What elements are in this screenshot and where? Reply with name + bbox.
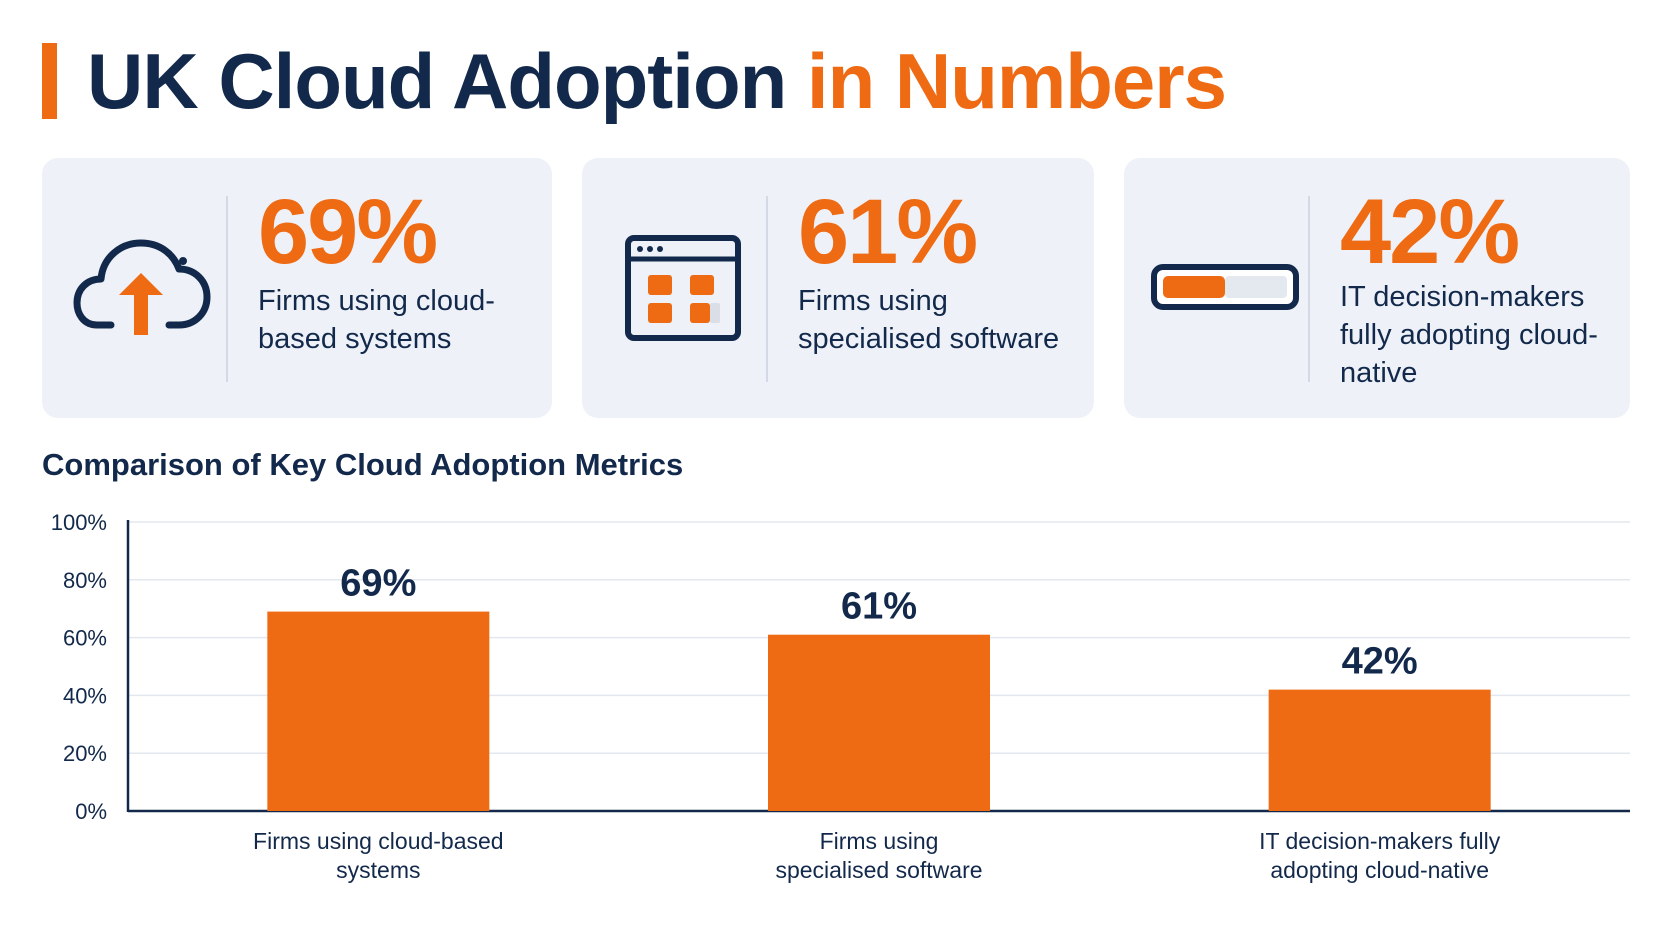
stat-description: IT decision-makers fully adopting cloud-… bbox=[1340, 281, 1598, 389]
cloud-upload-icon bbox=[68, 198, 218, 378]
progress-bar-icon bbox=[1150, 198, 1300, 378]
bar bbox=[267, 611, 490, 811]
y-tick-label: 20% bbox=[63, 741, 107, 766]
card-divider bbox=[766, 196, 768, 382]
title-accent: in Numbers bbox=[806, 37, 1227, 125]
bar bbox=[1268, 689, 1491, 811]
software-window-icon bbox=[608, 198, 758, 378]
bar bbox=[768, 634, 990, 811]
title-main: UK Cloud Adoption bbox=[87, 37, 787, 125]
x-category-label: IT decision-makers fully adopting cloud-n… bbox=[1259, 828, 1501, 883]
data-label: 42% bbox=[1342, 641, 1418, 683]
x-category-label: Firms using cloud-based systems bbox=[253, 828, 504, 883]
y-tick-label: 60% bbox=[63, 626, 107, 651]
stat-card-cloud: 69% Firms using cloud-based systems bbox=[42, 158, 552, 418]
y-tick-label: 0% bbox=[75, 799, 107, 824]
stat-description: Firms using specialised software bbox=[798, 285, 1060, 355]
chart-title: Comparison of Key Cloud Adoption Metrics bbox=[42, 447, 684, 482]
data-label: 61% bbox=[841, 586, 917, 628]
page-header: UK Cloud Adoption in Numbers bbox=[42, 36, 1227, 126]
stat-description: Firms using cloud-based systems bbox=[258, 285, 495, 355]
stat-card-software: 61% Firms using specialised software bbox=[582, 158, 1094, 418]
page-title: UK Cloud Adoption in Numbers bbox=[87, 42, 1227, 120]
card-divider bbox=[1308, 196, 1310, 382]
stat-card-cloud-native: 42% IT decision-makers fully adopting cl… bbox=[1124, 158, 1630, 418]
stat-value: 69% bbox=[258, 181, 438, 283]
y-tick-label: 40% bbox=[63, 683, 107, 708]
y-tick-label: 100% bbox=[51, 510, 107, 535]
stat-value: 42% bbox=[1340, 181, 1520, 283]
data-label: 69% bbox=[340, 563, 416, 605]
title-accent-bar bbox=[42, 43, 57, 119]
x-category-label: Firms using specialised software bbox=[775, 828, 982, 883]
card-divider bbox=[226, 196, 228, 382]
stat-value: 61% bbox=[798, 181, 978, 283]
y-tick-label: 80% bbox=[63, 568, 107, 593]
